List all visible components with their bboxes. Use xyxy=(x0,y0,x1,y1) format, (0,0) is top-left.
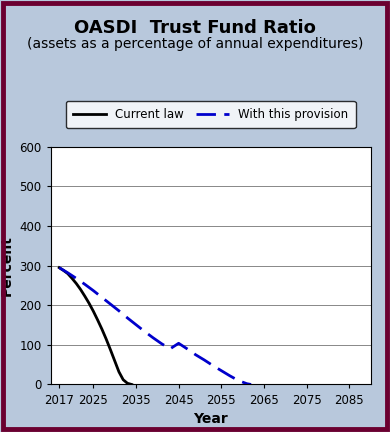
Legend: Current law, With this provision: Current law, With this provision xyxy=(66,101,356,128)
Y-axis label: Percent: Percent xyxy=(0,235,14,296)
Text: OASDI  Trust Fund Ratio: OASDI Trust Fund Ratio xyxy=(74,19,316,38)
Text: (assets as a percentage of annual expenditures): (assets as a percentage of annual expend… xyxy=(27,37,363,51)
X-axis label: Year: Year xyxy=(193,412,228,426)
